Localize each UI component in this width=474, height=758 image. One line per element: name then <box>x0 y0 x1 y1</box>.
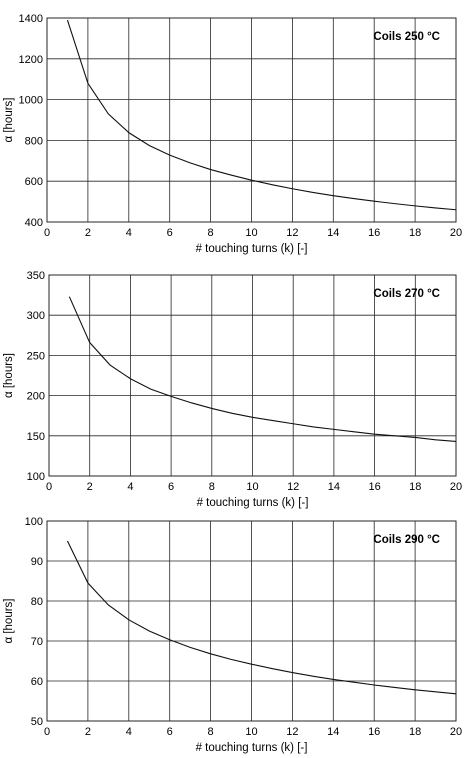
x-tick-label: 20 <box>450 481 462 493</box>
x-tick-label: 0 <box>46 481 52 493</box>
y-axis-label: α [hours] <box>3 598 15 643</box>
x-tick-label: 8 <box>208 227 214 239</box>
y-tick-label: 70 <box>31 636 43 648</box>
annotation-label: Coils 250 °C <box>373 31 440 43</box>
plot-frame <box>48 274 457 477</box>
x-tick-label: 20 <box>450 227 462 239</box>
y-tick-label: 200 <box>27 391 45 403</box>
x-tick-label: 12 <box>286 726 298 738</box>
x-tick-label: 2 <box>87 481 93 493</box>
x-tick-label: 14 <box>327 726 339 738</box>
series-line <box>66 540 457 695</box>
x-tick-label: 8 <box>209 481 215 493</box>
y-axis-label: α [hours] <box>3 97 15 142</box>
series-line <box>66 19 457 211</box>
x-tick-label: 6 <box>167 726 173 738</box>
x-tick-label: 20 <box>450 726 462 738</box>
x-tick-label: 10 <box>245 726 257 738</box>
plot-frame <box>46 520 457 722</box>
x-axis-label: # touching turns (k) [-] <box>196 742 308 754</box>
plot-frame <box>46 17 457 223</box>
y-tick-label: 100 <box>27 471 45 483</box>
x-tick-label: 14 <box>328 481 340 493</box>
x-tick-label: 18 <box>409 227 421 239</box>
x-axis-label: # touching turns (k) [-] <box>197 497 309 509</box>
y-tick-label: 1200 <box>19 54 43 66</box>
x-tick-label: 6 <box>167 227 173 239</box>
x-tick-label: 4 <box>126 726 132 738</box>
annotation-label: Coils 290 °C <box>373 534 440 546</box>
x-tick-label: 8 <box>208 726 214 738</box>
y-tick-label: 60 <box>31 676 43 688</box>
x-tick-label: 18 <box>409 726 421 738</box>
chart-1: 0 2 4 6 8 10 12 14 16 18 20 400 600 800 1000 1200 1400 Co… <box>3 13 462 255</box>
x-tick-label: 10 <box>246 481 258 493</box>
chart-2: 0 2 4 6 8 10 12 14 16 18 20 100 150 200 250 300 350 Coils… <box>3 270 462 509</box>
x-tick-label: 18 <box>409 481 421 493</box>
x-tick-label: 4 <box>127 481 133 493</box>
y-tick-label: 90 <box>31 556 43 568</box>
x-tick-label: 12 <box>286 227 298 239</box>
x-axis-label: # touching turns (k) [-] <box>196 243 308 255</box>
series-line <box>68 296 457 442</box>
x-tick-label: 12 <box>287 481 299 493</box>
y-tick-label: 600 <box>25 176 43 188</box>
x-tick-label: 4 <box>126 227 132 239</box>
x-tick-label: 0 <box>44 726 50 738</box>
y-tick-label: 80 <box>31 596 43 608</box>
x-tick-label: 16 <box>368 481 380 493</box>
y-tick-label: 800 <box>25 135 43 147</box>
x-tick-label: 6 <box>168 481 174 493</box>
x-tick-label: 14 <box>327 227 339 239</box>
y-tick-label: 250 <box>27 350 45 362</box>
y-tick-label: 150 <box>27 431 45 443</box>
y-tick-label: 100 <box>25 516 43 528</box>
x-tick-label: 10 <box>245 227 257 239</box>
y-tick-label: 50 <box>31 716 43 728</box>
annotation-label: Coils 270 °C <box>373 288 440 300</box>
x-tick-label: 2 <box>85 227 91 239</box>
y-tick-label: 350 <box>27 270 45 282</box>
y-tick-label: 300 <box>27 310 45 322</box>
x-tick-label: 0 <box>44 227 50 239</box>
y-axis-label: α [hours] <box>3 353 15 398</box>
chart-3: 0 2 4 6 8 10 12 14 16 18 20 50 60 70 80 90 100 Coils 290 … <box>3 516 462 754</box>
x-tick-label: 16 <box>368 726 380 738</box>
y-tick-label: 1000 <box>19 95 43 107</box>
y-tick-label: 400 <box>25 217 43 229</box>
x-tick-label: 16 <box>368 227 380 239</box>
x-tick-label: 2 <box>85 726 91 738</box>
y-tick-label: 1400 <box>19 13 43 25</box>
